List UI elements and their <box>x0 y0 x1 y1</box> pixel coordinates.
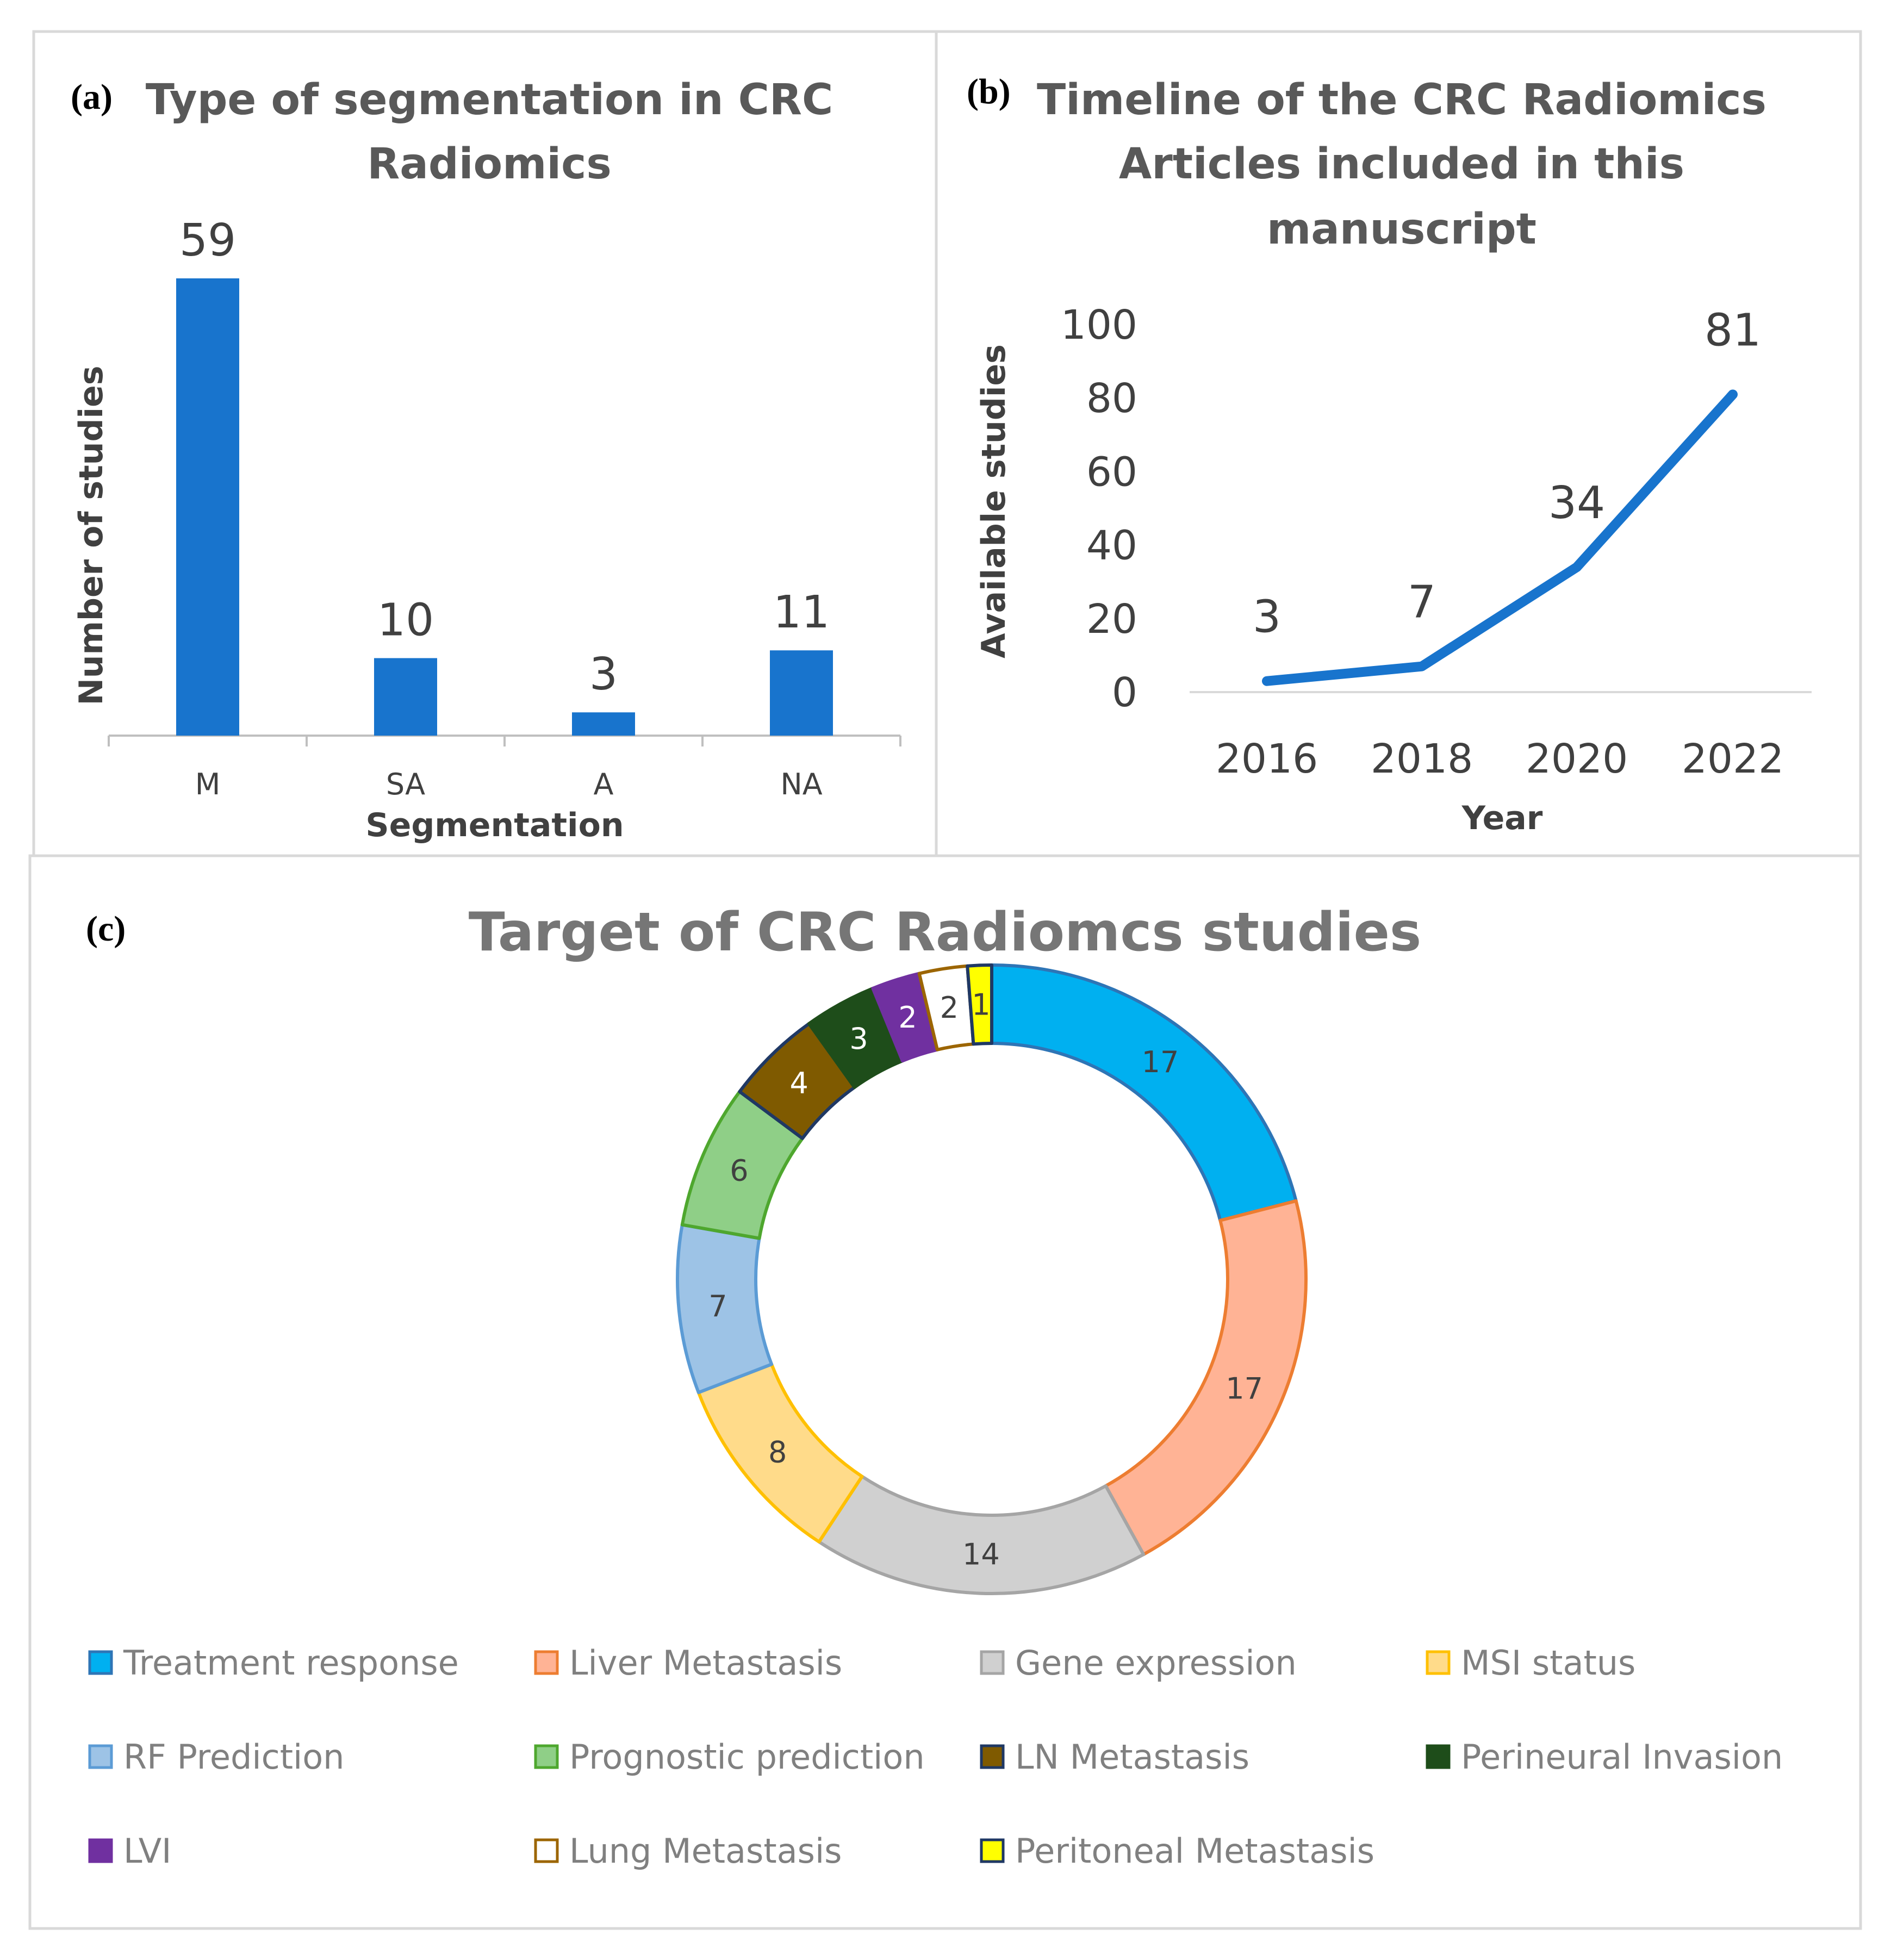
panel-a-data-label-m: 59 <box>179 215 236 266</box>
panel-b: (b) Timeline of the CRC Radiomics Articl… <box>967 72 1812 837</box>
panel-a-x-tick-na: NA <box>780 767 822 801</box>
panel-c-legend-swatch-lvi <box>88 1838 113 1863</box>
panel-b-x-tick-labels: 2016 2018 2020 2022 <box>1216 736 1784 782</box>
panel-a-bar-na <box>770 650 833 736</box>
panel-b-data-label-2022: 81 <box>1705 304 1761 356</box>
panel-c-slice-label-ln-metastasis: 4 <box>790 1066 808 1100</box>
panel-c-legend-swatch-treatment-response <box>88 1650 113 1675</box>
panel-c-legend-swatch-msi-status <box>1426 1650 1451 1675</box>
panel-c-slice-peritoneal-metastasis <box>966 963 993 1046</box>
panel-c-slice-treatment-response <box>990 963 1298 1222</box>
panel-b-x-tick-2018: 2018 <box>1371 736 1473 782</box>
panel-c-legend-label-perineural-invasion: Perineural Invasion <box>1461 1737 1783 1777</box>
panel-c-legend-label-ln-metastasis: LN Metastasis <box>1015 1737 1249 1777</box>
panel-b-data-labels: 3 7 34 81 <box>1253 304 1761 643</box>
panel-a-x-tick-m: M <box>195 767 221 801</box>
panel-b-data-label-2016: 3 <box>1253 592 1281 643</box>
panel-a-x-tick-a: A <box>594 767 614 801</box>
panel-b-y-tick-60: 60 <box>1086 449 1137 495</box>
panel-c-slice-label-treatment-response: 17 <box>1142 1045 1179 1079</box>
panel-b-x-tick-2020: 2020 <box>1526 736 1628 782</box>
panel-c-legend-swatch-rf-prediction <box>88 1744 113 1769</box>
panel-a-x-tick-sa: SA <box>386 767 425 801</box>
panel-c-legend-label-liver-metastasis: Liver Metastasis <box>569 1643 842 1683</box>
panel-c-slice-label-perineural-invasion: 3 <box>849 1022 868 1056</box>
panel-c-letter: (c) <box>86 909 126 949</box>
panel-c-slice-label-rf-prediction: 7 <box>708 1289 727 1323</box>
panel-b-y-tick-0: 0 <box>1112 669 1137 716</box>
panel-c-title: Target of CRC Radiomcs studies <box>469 901 1422 963</box>
panel-a-title-line-2: Radiomics <box>367 140 612 189</box>
panel-a-data-label-na: 11 <box>773 587 830 638</box>
panel-b-series-line <box>1262 389 1738 686</box>
panel-c-legend-label-prognostic-prediction: Prognostic prediction <box>569 1737 925 1777</box>
panel-c-slice-gene-expression <box>817 1474 1146 1595</box>
panel-b-y-tick-80: 80 <box>1086 375 1137 422</box>
panel-c-legend-swatch-perineural-invasion <box>1426 1744 1451 1769</box>
panel-b-title-line-3: manuscript <box>1267 205 1537 254</box>
panel-a-bar-sa <box>374 658 437 736</box>
panel-c-legend-swatch-liver-metastasis <box>534 1650 559 1675</box>
panel-a-x-axis-title: Segmentation <box>365 806 624 844</box>
panel-a-x-tick-labels: M SA A NA <box>195 767 823 801</box>
panel-a-bar-a <box>572 712 635 736</box>
panel-c-legend-swatch-gene-expression <box>980 1650 1005 1675</box>
panel-c-slice-label-peritoneal-metastasis: 1 <box>972 987 990 1022</box>
panel-b-line-series <box>1262 389 1738 686</box>
panel-b-y-tick-20: 20 <box>1086 596 1137 643</box>
panel-c-legend-swatch-lung-metastasis <box>534 1838 559 1863</box>
panel-a-data-label-a: 3 <box>589 649 618 700</box>
panel-frames <box>28 30 1862 1930</box>
panel-a-data-label-sa: 10 <box>377 594 434 646</box>
panel-c-legend-label-rf-prediction: RF Prediction <box>123 1737 344 1777</box>
panel-b-y-tick-labels: 0 20 40 60 80 100 <box>1061 302 1137 716</box>
panel-b-title-line-1: Timeline of the CRC Radiomics <box>1037 76 1766 125</box>
panel-c-frame <box>28 854 1862 1930</box>
panel-b-x-tick-2022: 2022 <box>1682 736 1784 782</box>
panel-b-y-tick-100: 100 <box>1061 302 1137 349</box>
panel-c-legend-label-gene-expression: Gene expression <box>1015 1643 1297 1683</box>
panel-c-doughnut <box>676 963 1308 1595</box>
panel-b-x-tick-2016: 2016 <box>1216 736 1318 782</box>
panel-b-letter: (b) <box>967 72 1011 111</box>
panel-a: (a) Type of segmentation in CRC Radiomic… <box>71 76 901 844</box>
panel-a-x-axis <box>108 735 901 746</box>
panel-c-legend-label-lvi: LVI <box>123 1831 171 1871</box>
panel-c-legend-swatch-prognostic-prediction <box>534 1744 559 1769</box>
panel-c-slice-liver-metastasis <box>1104 1199 1308 1557</box>
panel-a-data-labels: 59 10 3 11 <box>179 215 830 700</box>
panel-c-slice-label-prognostic-prediction: 6 <box>730 1154 748 1188</box>
panel-c-slice-label-gene-expression: 14 <box>962 1538 1000 1572</box>
panel-a-bars <box>176 278 833 736</box>
panel-c-legend-swatch-peritoneal-metastasis <box>980 1838 1005 1863</box>
panel-c-slice-label-lvi: 2 <box>898 1000 917 1035</box>
panel-c-legend-label-treatment-response: Treatment response <box>123 1643 459 1683</box>
panel-a-bar-m <box>176 278 239 736</box>
panel-c: (c) Target of CRC Radiomcs studies 17171… <box>86 901 1783 1871</box>
panel-c-legend-label-msi-status: MSI status <box>1461 1643 1635 1683</box>
panel-c-legend-label-lung-metastasis: Lung Metastasis <box>569 1831 842 1871</box>
panel-a-y-axis-title: Number of studies <box>72 366 110 706</box>
panel-c-slice-label-msi-status: 8 <box>768 1435 787 1470</box>
panel-c-legend-label-peritoneal-metastasis: Peritoneal Metastasis <box>1015 1831 1374 1871</box>
panel-b-data-label-2018: 7 <box>1408 577 1436 629</box>
panel-b-y-tick-40: 40 <box>1086 522 1137 569</box>
panel-b-data-label-2020: 34 <box>1548 477 1605 529</box>
panel-c-legend-swatch-ln-metastasis <box>980 1744 1005 1769</box>
panel-a-title-line-1: Type of segmentation in CRC <box>146 76 833 125</box>
panel-c-slice-label-lung-metastasis: 2 <box>940 991 959 1025</box>
panel-b-x-axis-title: Year <box>1461 799 1543 837</box>
panel-b-title-line-2: Articles included in this <box>1119 140 1684 189</box>
panel-a-letter: (a) <box>71 77 113 117</box>
panel-b-y-axis-title: Available studies <box>975 344 1013 658</box>
panel-c-legend: Treatment response Liver Metastasis Gene e… <box>88 1643 1783 1871</box>
panel-c-slice-label-liver-metastasis: 17 <box>1226 1371 1263 1405</box>
